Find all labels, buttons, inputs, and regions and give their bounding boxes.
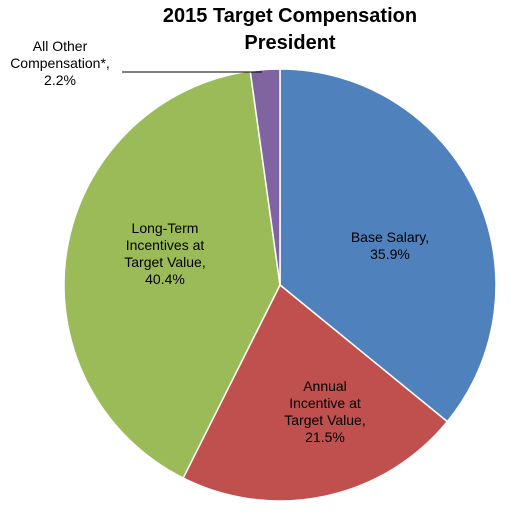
slice-label-line: 2.2% (44, 72, 76, 88)
chart-title-line: 2015 Target Compensation (163, 5, 417, 27)
slice-label-line: Target Value, (124, 254, 205, 270)
pie-slice-annual-incentive (182, 283, 449, 502)
chart-title: 2015 Target Compensation President (163, 5, 417, 54)
slice-label-long-term-incentives: Long-Term Incentives at Target Value, 40.4% (124, 220, 205, 287)
slice-label-line: Incentives at (126, 237, 205, 253)
slice-label-annual-incentive: Annual Incentive at Target Value, 21.5% (284, 378, 365, 445)
slice-label-line: Compensation*, (10, 55, 110, 71)
slice-label-line: 40.4% (145, 271, 185, 287)
pie-slice-long-term-incentives (63, 70, 281, 480)
slice-label-base-salary: Base Salary, 35.9% (351, 229, 429, 262)
slice-labels: Base Salary, 35.9%Annual Incentive at Targe… (10, 38, 429, 445)
slice-label-line: All Other (33, 38, 88, 54)
slice-label-all-other-compensation: All Other Compensation*, 2.2% (10, 38, 110, 88)
slice-label-line: Long-Term (132, 220, 199, 236)
slice-label-line: Incentive at (289, 395, 361, 411)
chart-title-line: President (244, 32, 335, 54)
pie-slice-base-salary (279, 68, 497, 423)
pie-slices (63, 68, 497, 502)
slice-label-line: 21.5% (305, 429, 345, 445)
slice-label-line: Target Value, (284, 412, 365, 428)
slice-label-line: 35.9% (370, 246, 410, 262)
pie-slice-all-other-compensation (249, 68, 281, 286)
slice-label-line: Annual (303, 378, 347, 394)
slice-label-line: Base Salary, (351, 229, 429, 245)
